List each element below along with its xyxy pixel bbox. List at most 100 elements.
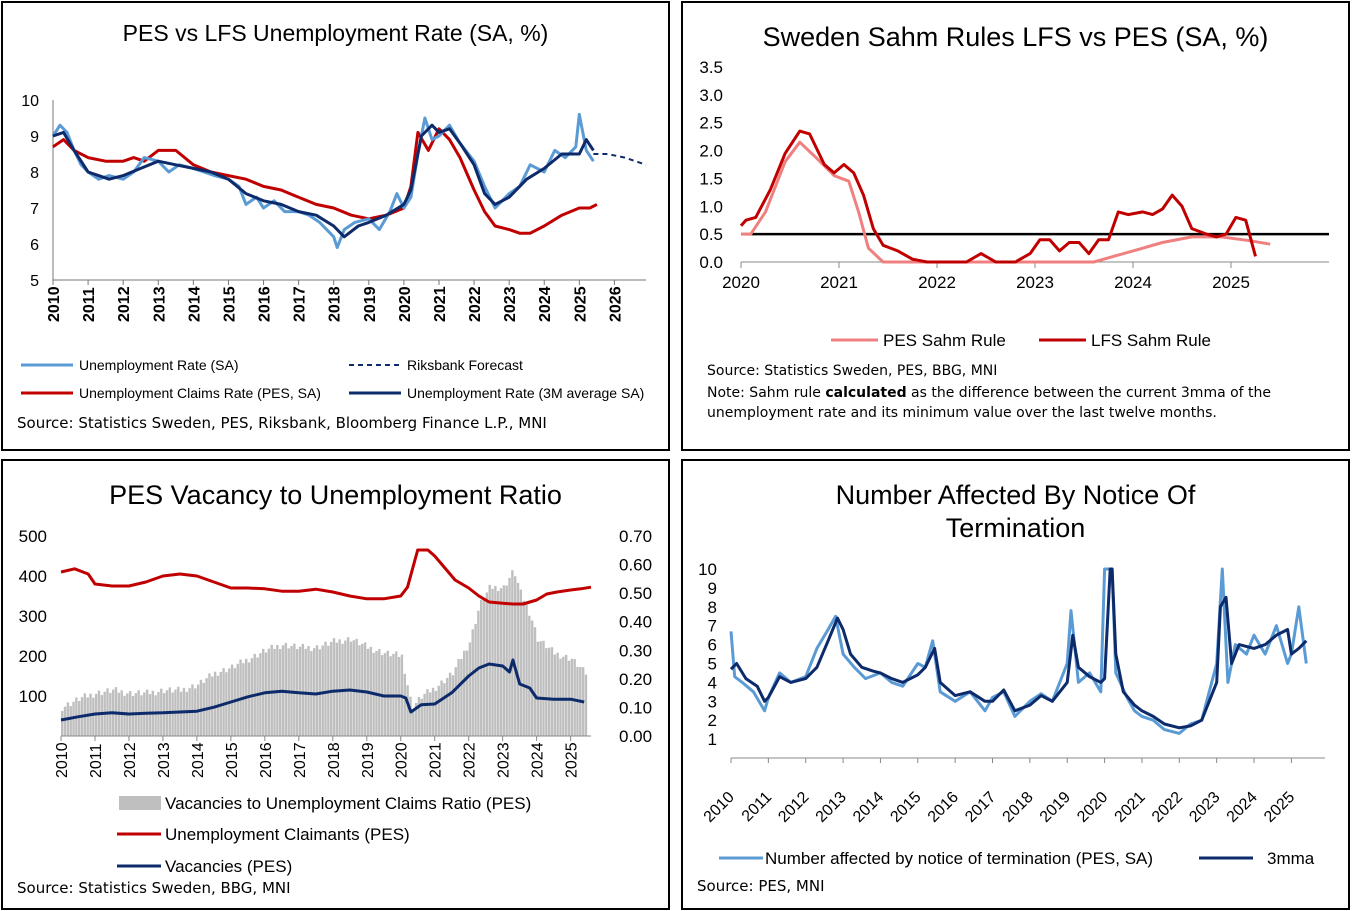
- x-tick-label: 2019: [362, 286, 379, 322]
- series-line: [729, 567, 1308, 735]
- ratio-bar: [420, 698, 423, 736]
- ratio-bar: [553, 654, 557, 736]
- y-tick-label: 6: [708, 636, 717, 655]
- legend-label: Unemployment Rate (SA): [79, 357, 239, 373]
- ratio-bar: [550, 647, 554, 736]
- x-tick-label: 2020: [1074, 789, 1111, 826]
- y-tick-label: 6: [30, 237, 39, 254]
- ratio-bar: [547, 647, 551, 736]
- ratio-bar: [378, 649, 381, 736]
- y-tick-label: 2.0: [699, 142, 723, 161]
- ratio-bar: [329, 641, 333, 736]
- ratio-bar: [559, 658, 562, 736]
- x-tick-label: 2016: [925, 789, 962, 826]
- ratio-bar: [346, 637, 350, 736]
- ratio-bar: [502, 585, 506, 736]
- chart-title: Number Affected By Notice Of Termination: [835, 480, 1196, 543]
- x-tick-label: 2020: [394, 742, 411, 778]
- legend-label: Vacancies to Unemployment Claims Ratio (…: [165, 794, 531, 813]
- ratio-bar: [431, 687, 435, 736]
- legend-label: Riksbank Forecast: [407, 357, 523, 373]
- y-tick-label-right: 0.40: [619, 613, 652, 632]
- ratio-bar: [525, 604, 528, 736]
- y-tick-label: 10: [21, 93, 39, 110]
- x-tick-label: 2016: [257, 286, 274, 322]
- ratio-bar: [131, 696, 135, 736]
- y-tick-label-left: 100: [19, 687, 47, 706]
- chart-vacancy-ratio: 100 200 300 400 500 0.00 0.10 0.20 0.30 0.40 0.50 0…: [19, 527, 652, 876]
- ratio-bar: [539, 641, 542, 736]
- x-tick-label: 2022: [462, 742, 479, 778]
- ratio-bar: [406, 685, 409, 736]
- chart-title: PES vs LFS Unemployment Rate (SA, %): [122, 20, 549, 46]
- series-line: [729, 567, 1308, 730]
- ratio-bar: [499, 588, 503, 736]
- ratio-bar: [247, 662, 251, 736]
- x-tick-label: 2018: [327, 286, 344, 322]
- chart-note: Note: Sahm rule calculated as the differ…: [707, 385, 1272, 421]
- y-tick-label: 9: [30, 129, 39, 146]
- x-tick-label: 2012: [116, 286, 133, 322]
- ratio-bar: [513, 576, 517, 736]
- ratio-bar: [199, 679, 203, 736]
- ratio-bar: [542, 640, 545, 736]
- legend-label: Unemployment Rate (3M average SA): [407, 385, 644, 401]
- y-tick-label: 8: [30, 165, 39, 182]
- ratio-bar: [123, 695, 126, 736]
- x-tick-label: 2025: [572, 286, 589, 322]
- ratio-bar: [417, 696, 421, 736]
- ratio-bar: [465, 650, 469, 736]
- y-tick-label: 8: [708, 598, 717, 617]
- x-tick-label: 2025: [564, 742, 581, 778]
- x-tick-label: 2013: [156, 742, 173, 778]
- y-tick-label: 7: [708, 617, 717, 636]
- ratio-bar: [222, 668, 225, 736]
- x-tick-label: 2024: [537, 286, 554, 322]
- legend-label: Number affected by notice of termination…: [765, 849, 1153, 868]
- y-tick-label-right: 0.10: [619, 698, 652, 717]
- chart-source: Source: Statistics Sweden, BBG, MNI: [17, 879, 291, 897]
- x-tick-label: 2020: [722, 273, 760, 292]
- chart-pes-vs-lfs: 5 6 7 8 9 10 2010 2011 2012 2013 2014 2015 2016 2017 2…: [21, 93, 647, 401]
- x-tick-label: 2017: [962, 789, 999, 826]
- ratio-bar: [530, 620, 534, 736]
- x-tick-label: 2011: [81, 287, 98, 322]
- x-tick-label: 2019: [1037, 789, 1074, 826]
- series-line: [593, 153, 647, 166]
- legend-swatch: [119, 796, 161, 810]
- ratio-bar: [332, 638, 336, 736]
- series-line: [739, 129, 1257, 264]
- y-tick-label-right: 0.70: [619, 527, 652, 546]
- legend-label: PES Sahm Rule: [883, 331, 1006, 350]
- ratio-bar: [315, 645, 319, 736]
- x-tick-label: 2015: [887, 789, 924, 826]
- x-tick-label: 2011: [88, 743, 105, 778]
- ratio-bar: [185, 691, 188, 736]
- ratio-bar: [208, 673, 211, 736]
- chart-panel-notice-termination: Number Affected By Notice Of Termination…: [681, 459, 1350, 910]
- x-tick-label: 2019: [360, 742, 377, 778]
- x-tick-label: 2017: [292, 742, 309, 778]
- series-line: [52, 127, 598, 235]
- x-tick-label: 2013: [151, 286, 168, 322]
- ratio-bar: [468, 642, 472, 736]
- x-tick-label: 2011: [739, 789, 775, 825]
- ratio-bar: [171, 692, 174, 736]
- ratio-bar: [361, 643, 364, 736]
- x-tick-label: 2022: [467, 286, 484, 322]
- chart-source: Source: Statistics Sweden, PES, Riksbank…: [17, 414, 547, 432]
- chart-source: Source: PES, MNI: [697, 877, 825, 895]
- ratio-bar: [457, 659, 460, 736]
- ratio-bar: [482, 600, 486, 736]
- x-tick-label: 2016: [258, 742, 275, 778]
- y-tick-label-left: 400: [19, 567, 47, 586]
- ratio-bar: [545, 648, 548, 736]
- ratio-bar: [463, 650, 466, 736]
- ratio-bar: [324, 641, 327, 736]
- ratio-bar: [205, 678, 208, 736]
- x-tick-label: 2018: [326, 742, 343, 778]
- ratio-bar: [451, 675, 455, 736]
- x-tick-label: 2025: [1261, 789, 1298, 826]
- ratio-bar: [446, 677, 449, 736]
